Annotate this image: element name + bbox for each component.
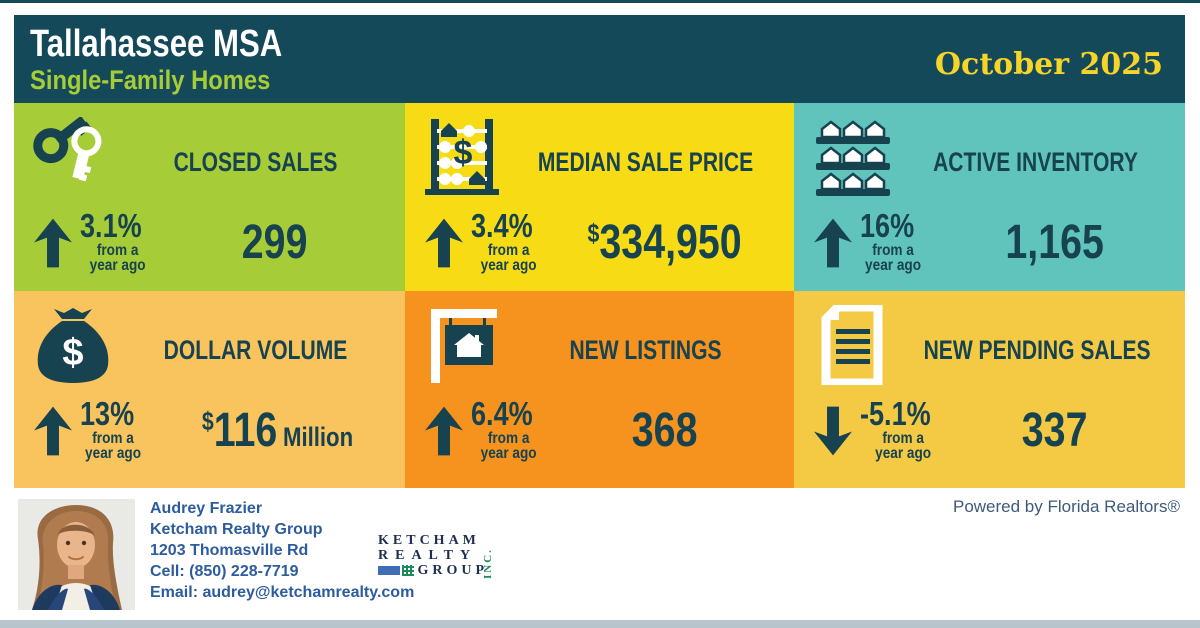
tile-value: 1,165	[1005, 216, 1104, 269]
change-note: year ago	[865, 257, 922, 274]
yard-sign-icon	[423, 305, 505, 385]
stat-tile-active-inventory: ACTIVE INVENTORY 16% from a year ago 1,1…	[794, 103, 1185, 291]
change-percent: 13%	[80, 395, 135, 432]
logo-inc-label: INC.	[482, 548, 494, 579]
change-note: year ago	[480, 257, 537, 274]
document-icon	[812, 302, 894, 388]
stat-tile-median-sale-price: $ MEDIAN SALE PRICE 3.4% from a year ago…	[405, 103, 794, 291]
money-bag-icon: $	[32, 305, 114, 385]
svg-text:$: $	[62, 332, 83, 374]
change-percent: 3.4%	[471, 207, 533, 244]
top-accent-bar	[0, 0, 1200, 3]
change-percent: -5.1%	[860, 395, 931, 432]
up-arrow-icon	[814, 217, 852, 269]
report-date: October 2025	[934, 47, 1163, 82]
agent-email: Email: audrey@ketchamrealty.com	[150, 584, 415, 601]
stat-tile-closed-sales: CLOSED SALES 3.1% from a year ago 299	[14, 103, 405, 291]
up-arrow-icon	[34, 405, 72, 457]
logo-dot-grid	[401, 565, 415, 576]
tile-title: DOLLAR VOLUME	[163, 335, 348, 365]
keys-icon	[32, 115, 114, 197]
change-note: from a	[92, 430, 134, 447]
up-arrow-icon	[34, 217, 72, 269]
up-arrow-icon	[425, 217, 463, 269]
up-arrow-icon	[425, 405, 463, 457]
change-block: 13% from a year ago	[80, 395, 146, 462]
logo-line-group: GROUP	[417, 562, 488, 578]
change-note: from a	[96, 242, 139, 259]
svg-text:$: $	[454, 134, 473, 172]
agent-contact-block: Audrey Frazier Ketcham Realty Group 1203…	[150, 498, 414, 603]
agent-cell: Cell: (850) 228-7719	[150, 563, 299, 580]
change-percent: 6.4%	[471, 395, 533, 432]
tile-value: $334,950	[587, 216, 742, 269]
logo-line-ketcham: KETCHAM	[378, 533, 480, 548]
change-note: from a	[487, 242, 530, 259]
change-note: year ago	[85, 445, 142, 462]
change-note: from a	[487, 430, 530, 447]
change-block: 3.1% from a year ago	[80, 207, 155, 274]
change-block: -5.1% from a year ago	[860, 395, 946, 462]
down-arrow-icon	[814, 405, 852, 457]
bottom-accent-bar	[0, 620, 1200, 628]
tile-value: 368	[631, 404, 698, 457]
agent-name: Audrey Frazier	[150, 500, 263, 517]
change-block: 3.4% from a year ago	[471, 207, 546, 274]
ketcham-realty-logo: KETCHAM REALTY GROUP INC.	[378, 533, 494, 589]
tile-title: ACTIVE INVENTORY	[933, 147, 1138, 177]
abacus-icon: $	[423, 117, 505, 197]
inventory-shelves-icon	[812, 117, 894, 197]
change-note: year ago	[480, 445, 537, 462]
tile-title: NEW PENDING SALES	[923, 335, 1151, 365]
change-note: from a	[872, 242, 914, 259]
tile-title: NEW LISTINGS	[569, 335, 722, 365]
tile-title: CLOSED SALES	[173, 147, 338, 177]
page-subtitle: Single-Family Homes	[30, 65, 271, 95]
agent-photo	[18, 499, 135, 610]
change-note: year ago	[89, 257, 146, 274]
tile-title: MEDIAN SALE PRICE	[537, 147, 754, 177]
tile-value: 337	[1021, 404, 1088, 457]
stat-tile-dollar-volume: $ DOLLAR VOLUME 13% from a year ago $116…	[14, 291, 405, 488]
agent-address: 1203 Thomasville Rd	[150, 542, 309, 559]
tile-value: $116 Million	[201, 404, 354, 457]
change-percent: 16%	[860, 207, 915, 244]
logo-line-realty: REALTY	[378, 548, 478, 563]
stat-tile-new-pending-sales: NEW PENDING SALES -5.1% from a year ago …	[794, 291, 1185, 488]
logo-blue-square	[378, 566, 400, 575]
change-percent: 3.1%	[80, 207, 142, 244]
page-title: Tallahassee MSA	[30, 23, 283, 65]
tile-value: 299	[241, 216, 308, 269]
change-block: 6.4% from a year ago	[471, 395, 546, 462]
change-block: 16% from a year ago	[860, 207, 926, 274]
powered-by-label: Powered by Florida Realtors®	[952, 497, 1180, 516]
header: Tallahassee MSA Single-Family Homes Octo…	[14, 15, 1185, 103]
change-note: from a	[882, 430, 924, 447]
stat-tile-new-listings: NEW LISTINGS 6.4% from a year ago 368	[405, 291, 794, 488]
change-note: year ago	[875, 445, 932, 462]
agent-company: Ketcham Realty Group	[150, 521, 323, 538]
